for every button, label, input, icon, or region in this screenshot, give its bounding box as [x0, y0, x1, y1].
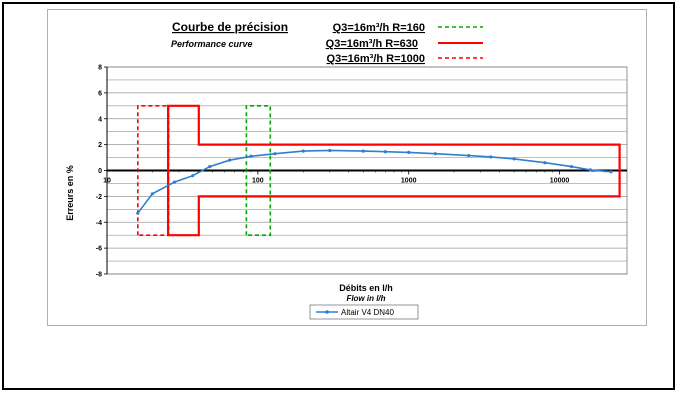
data-point — [609, 170, 613, 174]
chart-subtitle: Performance curve — [171, 39, 253, 49]
tolerance-envelope-1 — [245, 105, 272, 236]
data-point — [208, 165, 212, 169]
legend-label-envelope-2: Q3=16m³/h R=630 — [326, 38, 418, 50]
data-point — [228, 158, 232, 162]
y-tick-label: -8 — [96, 272, 102, 279]
x-tick-label: 10000 — [550, 178, 570, 185]
legend-swatch-marker — [325, 310, 329, 314]
y-tick-label: -6 — [96, 246, 102, 253]
data-point — [433, 152, 437, 156]
data-point — [489, 155, 493, 159]
data-point — [273, 152, 277, 156]
data-point — [588, 168, 592, 172]
data-point — [467, 154, 471, 158]
y-tick-label: 6 — [98, 90, 102, 97]
data-point — [407, 150, 411, 154]
y-tick-label: 2 — [98, 142, 102, 149]
legend-box — [309, 304, 419, 320]
x-tick-label: 1000 — [401, 178, 417, 185]
data-point — [249, 154, 253, 158]
y-axis-label: Erreurs en % — [65, 165, 75, 221]
y-tick-label: -4 — [96, 220, 102, 227]
data-point — [301, 149, 305, 153]
x-axis-label-english: Flow in l/h — [346, 294, 385, 303]
series-line — [137, 149, 612, 214]
data-point — [136, 211, 140, 215]
legend-label-series: Altair V4 DN40 — [341, 308, 394, 317]
data-point — [361, 149, 365, 153]
data-point — [191, 174, 195, 178]
page-frame — [2, 2, 675, 390]
x-tick-label: 100 — [252, 178, 264, 185]
y-tick-label: 4 — [98, 116, 102, 123]
y-tick-label: -2 — [96, 194, 102, 201]
data-point — [150, 192, 155, 196]
legend-label-envelope-1: Q3=16m³/h R=160 — [333, 22, 425, 34]
y-tick-label: 8 — [98, 65, 102, 72]
y-tick-label: 0 — [98, 168, 102, 175]
x-tick-label: 10 — [103, 178, 111, 185]
tolerance-envelope-3 — [137, 105, 170, 236]
chart-title: Courbe de précision — [172, 20, 288, 34]
x-axis-label: Débits en l/h — [339, 283, 393, 293]
data-point — [172, 180, 177, 184]
data-point — [383, 150, 387, 154]
data-point — [328, 148, 332, 153]
chart-container — [47, 9, 647, 326]
data-point — [543, 161, 547, 165]
tolerance-envelope-2 — [167, 104, 621, 237]
data-point — [569, 165, 574, 169]
data-point — [512, 157, 516, 161]
legend-label-envelope-3: Q3=16m³/h R=1000 — [327, 53, 425, 65]
